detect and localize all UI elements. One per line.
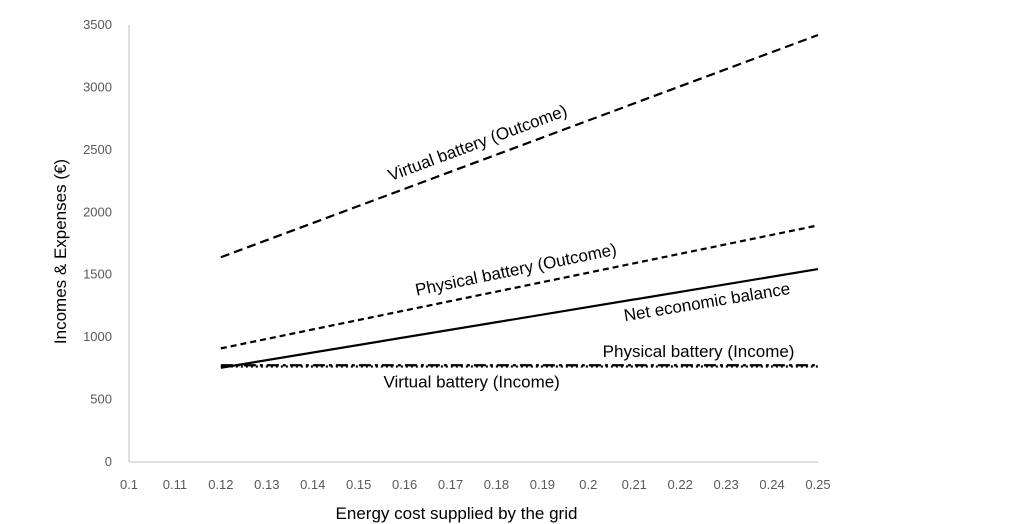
y-axis-title: Incomes & Expenses (€) xyxy=(51,159,70,344)
series-annotation-group: Physical battery (Outcome) xyxy=(414,240,619,300)
y-tick-label: 0 xyxy=(105,454,112,469)
y-tick-label: 1000 xyxy=(83,329,112,344)
x-tick-label: 0.1 xyxy=(120,477,138,492)
series-annotation-group: Net economic balance xyxy=(622,279,791,325)
y-tick-labels: 0 500 1000 1500 2000 2500 3000 3500 xyxy=(83,17,112,469)
y-tick-label: 2000 xyxy=(83,204,112,219)
x-tick-label: 0.24 xyxy=(759,477,784,492)
axes xyxy=(128,25,818,463)
series-annotation-label: Physical battery (Outcome) xyxy=(414,240,619,300)
x-tick-label: 0.18 xyxy=(484,477,509,492)
y-tick-label: 2500 xyxy=(83,142,112,157)
x-tick-label: 0.12 xyxy=(208,477,233,492)
series-annotation-group: Physical battery (Income) xyxy=(603,342,795,361)
y-tick-label: 500 xyxy=(90,392,112,407)
x-tick-label: 0.17 xyxy=(438,477,463,492)
series-line-1 xyxy=(220,33,819,259)
series-annotation-label: Virtual battery (Income) xyxy=(383,372,559,391)
x-tick-label: 0.16 xyxy=(392,477,417,492)
y-tick-label: 3000 xyxy=(83,79,112,94)
series-annotations: Virtual battery (Outcome) Physical batter… xyxy=(383,101,794,391)
x-tick-label: 0.21 xyxy=(622,477,647,492)
x-tick-label: 0.13 xyxy=(254,477,279,492)
x-tick-labels: 0.1 0.11 0.12 0.13 0.14 0.15 0.16 0.17 0.18 0.19 0… xyxy=(120,477,831,492)
x-tick-label: 0.25 xyxy=(805,477,830,492)
series-annotation-label: Physical battery (Income) xyxy=(603,342,795,361)
x-tick-label: 0.11 xyxy=(163,477,187,492)
series-line-3 xyxy=(220,268,819,369)
y-tick-label: 1500 xyxy=(83,267,112,282)
series-line-2 xyxy=(220,224,819,350)
x-tick-label: 0.14 xyxy=(300,477,325,492)
x-tick-label: 0.23 xyxy=(713,477,738,492)
series-annotation-label: Virtual battery (Outcome) xyxy=(385,101,569,185)
x-tick-label: 0.15 xyxy=(346,477,371,492)
y-tick-label: 3500 xyxy=(83,17,112,32)
x-axis-title: Energy cost supplied by the grid xyxy=(336,504,578,523)
x-tick-label: 0.2 xyxy=(579,477,597,492)
series-lines xyxy=(220,33,819,369)
series-annotation-group: Virtual battery (Outcome) xyxy=(385,101,569,185)
series-annotation-group: Virtual battery (Income) xyxy=(383,372,559,391)
x-tick-label: 0.19 xyxy=(530,477,555,492)
series-annotation-label: Net economic balance xyxy=(622,279,791,325)
x-tick-label: 0.22 xyxy=(668,477,693,492)
